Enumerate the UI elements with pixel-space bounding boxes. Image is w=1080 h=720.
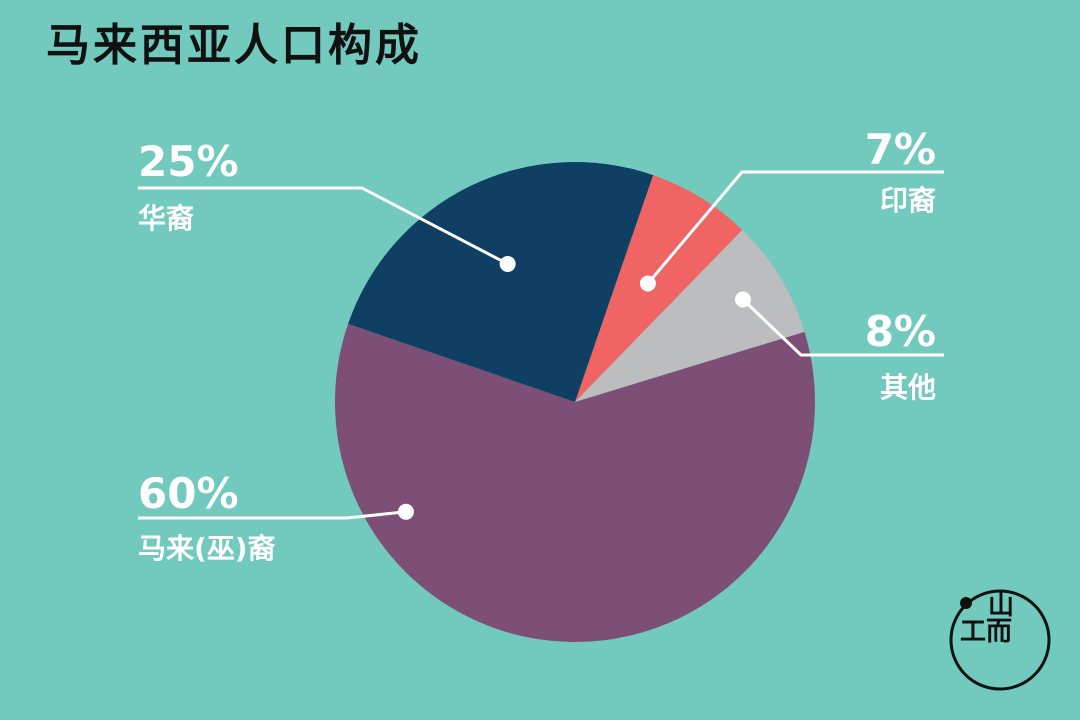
slice-labels: 7% 印裔 8% 其他 60% 马来(巫)裔 25% 华裔: [138, 125, 936, 565]
pie-slice: [334, 323, 815, 642]
callout-line: [646, 170, 944, 285]
slice-category-label: 印裔: [880, 184, 936, 217]
callout-line: [741, 298, 944, 357]
slice-percent-label: 60%: [138, 469, 239, 518]
logo-bottom-text: 工而: [960, 617, 1012, 647]
pie-slice: [575, 175, 743, 402]
callout-dot: [397, 503, 414, 520]
pie-slices: [334, 161, 815, 642]
chart-title: 马来西亚人口构成: [46, 20, 422, 71]
logo: 山 工而: [949, 589, 1051, 691]
slice-percent-label: 8%: [865, 307, 936, 356]
logo-dot: [960, 597, 972, 609]
callouts: [138, 170, 944, 520]
slice-category-label: 华裔: [138, 202, 194, 235]
callout-line: [138, 186, 509, 266]
slice-category-label: 其他: [880, 371, 936, 404]
logo-top-text: 山: [988, 591, 1014, 621]
pie-slice: [575, 229, 805, 402]
slice-percent-label: 7%: [865, 125, 936, 174]
logo-ring: [949, 589, 1051, 691]
slice-percent-label: 25%: [138, 137, 239, 186]
callout-dot: [639, 275, 656, 292]
callout-dot: [499, 255, 516, 272]
callout-dot: [734, 291, 751, 308]
slice-category-label: 马来(巫)裔: [138, 532, 276, 565]
callout-line: [138, 510, 407, 520]
